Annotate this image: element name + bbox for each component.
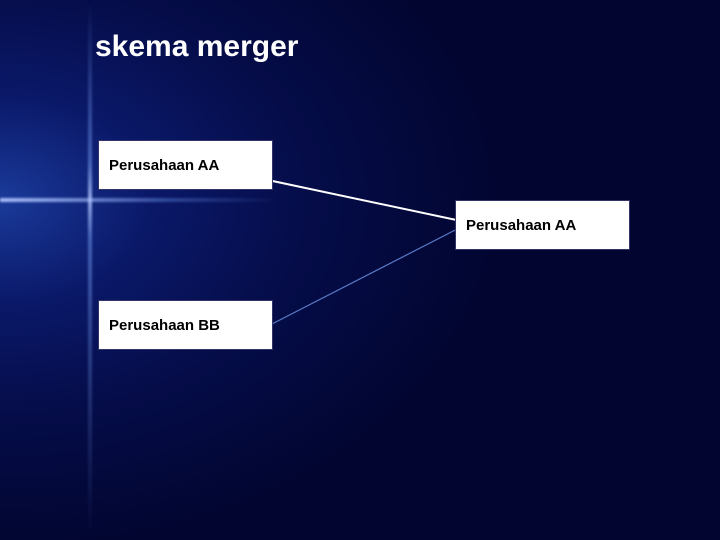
flare-vertical bbox=[88, 0, 92, 540]
node-perusahaan-aa-left: Perusahaan AA bbox=[98, 140, 273, 190]
node-label: Perusahaan BB bbox=[109, 317, 220, 334]
node-label: Perusahaan AA bbox=[109, 157, 219, 174]
node-perusahaan-bb-left: Perusahaan BB bbox=[98, 300, 273, 350]
edge-layer bbox=[0, 0, 720, 540]
node-label: Perusahaan AA bbox=[466, 217, 576, 234]
edge-bb-to-aa bbox=[270, 225, 465, 325]
slide-title: skema merger bbox=[95, 30, 298, 64]
slide-canvas: skema merger Perusahaan AA Perusahaan BB… bbox=[0, 0, 720, 540]
flare-horizontal bbox=[0, 198, 280, 202]
node-perusahaan-aa-right: Perusahaan AA bbox=[455, 200, 630, 250]
